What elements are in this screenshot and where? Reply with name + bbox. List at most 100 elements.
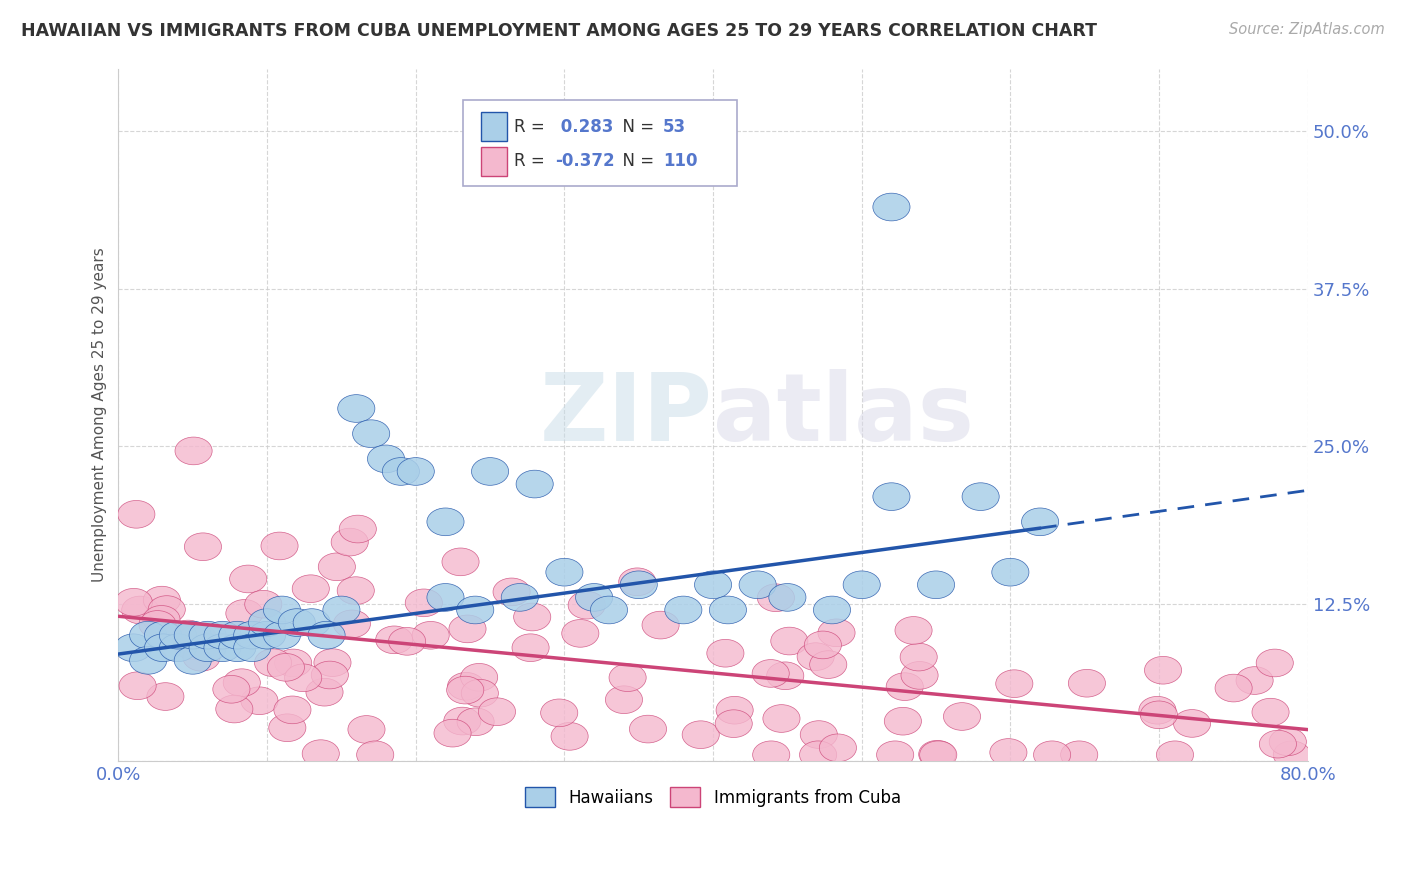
Ellipse shape	[240, 687, 278, 714]
Ellipse shape	[170, 620, 207, 648]
Ellipse shape	[1256, 649, 1294, 677]
Ellipse shape	[800, 741, 837, 769]
Ellipse shape	[740, 571, 776, 599]
Ellipse shape	[447, 673, 485, 700]
Ellipse shape	[148, 596, 186, 624]
Ellipse shape	[494, 578, 530, 606]
Legend: Hawaiians, Immigrants from Cuba: Hawaiians, Immigrants from Cuba	[517, 779, 910, 815]
Ellipse shape	[263, 596, 301, 624]
Ellipse shape	[769, 583, 806, 611]
Ellipse shape	[1156, 741, 1194, 769]
Ellipse shape	[995, 670, 1033, 698]
Ellipse shape	[143, 606, 180, 633]
Ellipse shape	[179, 624, 217, 652]
Ellipse shape	[204, 634, 240, 662]
Text: 0.283: 0.283	[555, 118, 613, 136]
Ellipse shape	[820, 734, 856, 762]
Ellipse shape	[752, 741, 790, 769]
Ellipse shape	[332, 528, 368, 556]
Ellipse shape	[643, 611, 679, 639]
Ellipse shape	[388, 627, 426, 656]
Ellipse shape	[174, 622, 211, 649]
Ellipse shape	[115, 589, 152, 616]
Ellipse shape	[184, 533, 222, 560]
Ellipse shape	[262, 533, 298, 560]
Ellipse shape	[292, 574, 329, 603]
Ellipse shape	[396, 458, 434, 485]
Ellipse shape	[1140, 701, 1177, 729]
Ellipse shape	[471, 458, 509, 485]
FancyBboxPatch shape	[481, 147, 508, 176]
Ellipse shape	[318, 553, 356, 581]
Ellipse shape	[311, 661, 349, 689]
Ellipse shape	[1069, 669, 1105, 697]
Ellipse shape	[145, 622, 181, 649]
Ellipse shape	[292, 608, 330, 636]
Ellipse shape	[143, 586, 180, 614]
Ellipse shape	[1270, 728, 1306, 756]
Ellipse shape	[630, 715, 666, 743]
Ellipse shape	[444, 707, 481, 735]
Ellipse shape	[353, 420, 389, 448]
Ellipse shape	[1236, 666, 1274, 694]
Ellipse shape	[427, 508, 464, 536]
Ellipse shape	[427, 583, 464, 611]
Text: N =: N =	[612, 118, 659, 136]
Ellipse shape	[129, 647, 167, 674]
Ellipse shape	[991, 558, 1029, 586]
Ellipse shape	[516, 470, 553, 498]
Ellipse shape	[752, 659, 789, 687]
Ellipse shape	[716, 697, 754, 724]
Ellipse shape	[457, 708, 494, 736]
Ellipse shape	[900, 643, 938, 671]
Ellipse shape	[619, 568, 655, 596]
Text: 110: 110	[664, 153, 697, 170]
Ellipse shape	[918, 571, 955, 599]
Ellipse shape	[943, 703, 980, 731]
Ellipse shape	[245, 591, 281, 618]
Ellipse shape	[146, 682, 184, 710]
Ellipse shape	[323, 596, 360, 624]
Ellipse shape	[449, 615, 486, 643]
Ellipse shape	[1022, 508, 1059, 536]
Ellipse shape	[375, 626, 413, 654]
Ellipse shape	[873, 483, 910, 510]
Ellipse shape	[1174, 709, 1211, 738]
Ellipse shape	[606, 686, 643, 714]
Ellipse shape	[804, 631, 841, 659]
Ellipse shape	[249, 608, 285, 636]
Ellipse shape	[269, 714, 307, 741]
Ellipse shape	[763, 705, 800, 732]
Ellipse shape	[188, 634, 226, 662]
Ellipse shape	[274, 696, 311, 723]
Text: R =: R =	[515, 118, 551, 136]
Ellipse shape	[274, 649, 312, 677]
Ellipse shape	[512, 634, 550, 662]
Ellipse shape	[347, 715, 385, 743]
Ellipse shape	[120, 672, 156, 699]
Text: HAWAIIAN VS IMMIGRANTS FROM CUBA UNEMPLOYMENT AMONG AGES 25 TO 29 YEARS CORRELAT: HAWAIIAN VS IMMIGRANTS FROM CUBA UNEMPLO…	[21, 22, 1097, 40]
Ellipse shape	[219, 634, 256, 662]
Ellipse shape	[219, 622, 256, 649]
Ellipse shape	[1144, 657, 1181, 684]
Ellipse shape	[159, 634, 197, 662]
Ellipse shape	[758, 584, 794, 612]
Ellipse shape	[405, 589, 443, 616]
Ellipse shape	[591, 596, 627, 624]
Ellipse shape	[1033, 741, 1071, 769]
Ellipse shape	[814, 596, 851, 624]
Ellipse shape	[1260, 731, 1296, 758]
Ellipse shape	[434, 719, 471, 747]
Ellipse shape	[575, 583, 613, 611]
Ellipse shape	[710, 596, 747, 624]
Ellipse shape	[367, 445, 405, 473]
Ellipse shape	[716, 710, 752, 738]
Ellipse shape	[457, 596, 494, 624]
Ellipse shape	[145, 634, 181, 662]
Ellipse shape	[620, 571, 658, 599]
Ellipse shape	[174, 632, 211, 659]
Ellipse shape	[797, 643, 834, 671]
Ellipse shape	[139, 611, 176, 639]
Ellipse shape	[901, 662, 938, 690]
Ellipse shape	[541, 699, 578, 727]
